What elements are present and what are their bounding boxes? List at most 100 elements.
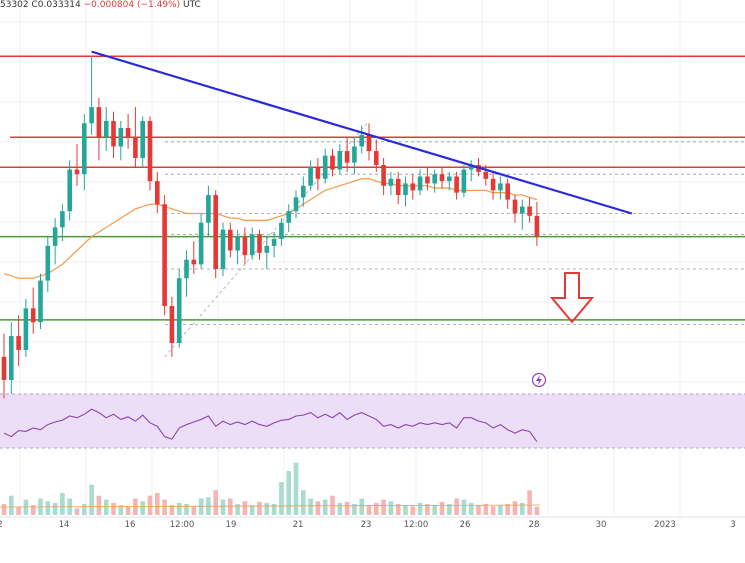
candle-body <box>410 183 416 191</box>
candle-body <box>1 356 7 380</box>
candle-body <box>60 211 65 228</box>
volume-bar <box>293 462 299 515</box>
candle-body <box>403 183 408 195</box>
candle-body <box>38 280 43 323</box>
volume-bar <box>483 504 489 515</box>
x-tick-label: 14 <box>59 520 70 530</box>
volume-bar <box>286 471 291 515</box>
lightning-icon-bolt <box>536 375 542 385</box>
volume-bar <box>176 502 182 515</box>
candle-body <box>162 204 167 306</box>
volume-bar <box>447 504 452 515</box>
volume-bar <box>60 493 65 515</box>
volume-bar <box>417 502 423 515</box>
candle-body <box>337 151 343 170</box>
x-tick-label: 23 <box>361 520 372 530</box>
volume-bar <box>505 504 510 515</box>
candle-body <box>534 215 540 237</box>
candle-body <box>359 134 364 147</box>
volume-bar <box>534 506 540 515</box>
candle-body <box>30 308 36 323</box>
volume-bar <box>366 505 372 515</box>
candle-body <box>512 199 518 214</box>
volume-bar <box>155 493 160 515</box>
candle-body <box>520 206 525 214</box>
volume-bar <box>125 506 131 515</box>
lightning-icon <box>531 372 547 388</box>
change-label: −0.000804 (−1.49%) <box>83 0 181 10</box>
volume-average-line <box>0 504 541 508</box>
candle-body <box>96 107 102 138</box>
candle-body <box>213 195 218 269</box>
candle-body <box>264 245 270 253</box>
candle-body <box>147 121 153 182</box>
volume-bar <box>147 495 153 515</box>
candle-body <box>67 169 72 212</box>
volume-bar <box>476 505 481 515</box>
candle-body <box>461 169 467 193</box>
volume-bar <box>337 502 343 515</box>
candle-body <box>468 164 474 170</box>
candle-body <box>395 178 401 195</box>
candle-body <box>176 278 182 343</box>
candle-body <box>184 259 189 279</box>
volume-bar <box>381 499 386 515</box>
volume-bar <box>439 501 445 515</box>
volume-bar <box>374 502 379 515</box>
volume-bar <box>432 505 437 515</box>
moving-average-line <box>3 178 538 279</box>
x-tick-label: 16 <box>125 520 136 530</box>
candle-body <box>454 176 459 193</box>
candle-body <box>257 234 262 253</box>
candle-body <box>352 146 357 163</box>
volume-bar <box>30 505 36 515</box>
candle-body <box>374 151 379 165</box>
volume-bar <box>520 502 525 515</box>
volume-bar <box>140 501 145 515</box>
volume-bar <box>257 501 262 515</box>
x-tick-label: 12:00 <box>404 520 429 530</box>
candle-body <box>89 107 94 124</box>
candle-body <box>191 259 197 265</box>
candle-body <box>330 155 335 170</box>
volume-bar <box>352 504 357 515</box>
candle-body <box>220 229 226 269</box>
volume-bar <box>279 482 284 515</box>
candle-body <box>118 127 124 147</box>
candle-body <box>498 183 503 191</box>
volume-bar <box>45 501 51 515</box>
candle-body <box>308 167 313 186</box>
price-fragment: 53302 <box>0 0 29 10</box>
volume-bar <box>103 499 109 515</box>
candle-body <box>417 176 423 191</box>
volume-bar <box>16 506 21 515</box>
candle-body <box>490 178 496 191</box>
candle-body <box>111 121 116 147</box>
x-tick-label: 21 <box>293 520 304 530</box>
volume-bar <box>213 490 218 515</box>
candle-body <box>23 308 29 350</box>
candle-body <box>74 169 80 175</box>
candle-body <box>228 229 233 251</box>
volume-bar <box>111 502 116 515</box>
candle-body <box>9 336 14 380</box>
volume-bar <box>454 498 459 515</box>
symbol-fragment: UTC <box>183 0 201 10</box>
candle-body <box>366 134 372 152</box>
x-tick-label: 26 <box>460 520 471 530</box>
candle-body <box>286 211 291 223</box>
candle-body <box>315 167 321 179</box>
volume-bar <box>228 498 233 515</box>
volume-bar <box>184 504 189 515</box>
down-arrow-icon <box>549 272 595 324</box>
candle-body <box>45 245 51 281</box>
close-label: C0.033314 <box>31 0 81 10</box>
volume-bar <box>498 505 503 515</box>
volume-bar <box>359 498 364 515</box>
volume-bar <box>242 501 248 515</box>
x-tick-label: 3 <box>730 520 735 530</box>
candle-body <box>527 206 532 216</box>
volume-bar <box>96 495 102 515</box>
